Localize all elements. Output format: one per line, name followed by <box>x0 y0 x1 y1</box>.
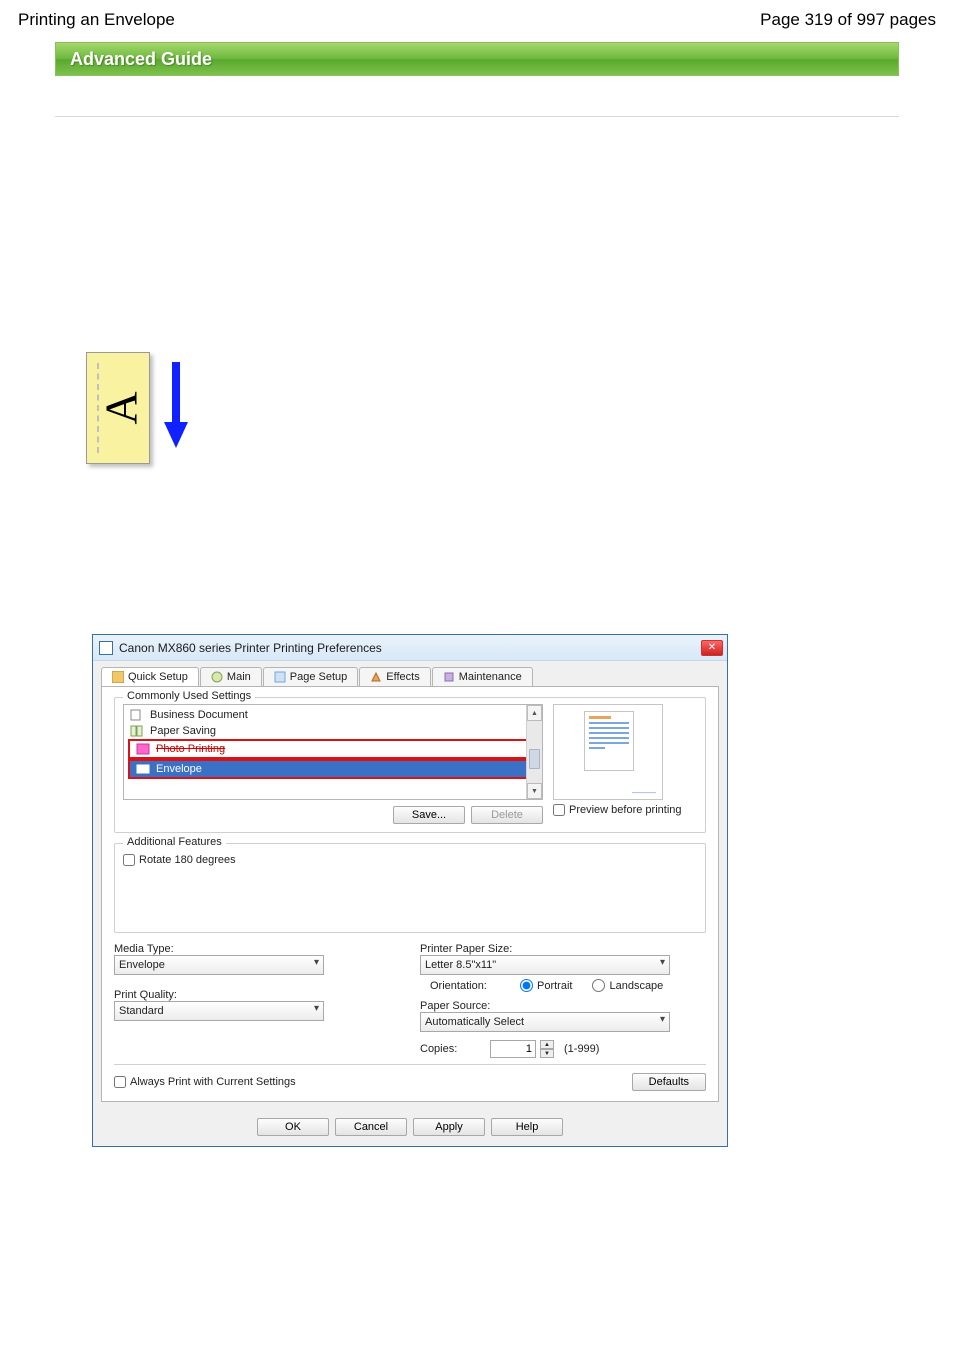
landscape-radio-label[interactable]: Landscape <box>592 979 663 992</box>
page-number: Page 319 of 997 pages <box>760 10 936 30</box>
print-quality-label: Print Quality: <box>114 989 400 1001</box>
list-item-business[interactable]: Business Document <box>124 707 542 723</box>
divider <box>55 116 899 117</box>
apply-button[interactable]: Apply <box>413 1118 485 1136</box>
always-print-checkbox[interactable] <box>114 1076 126 1088</box>
advanced-guide-banner: Advanced Guide <box>55 42 899 76</box>
ok-button[interactable]: OK <box>257 1118 329 1136</box>
envelope-list-icon <box>136 763 150 775</box>
scroll-down-button[interactable]: ▼ <box>527 783 542 799</box>
settings-listbox[interactable]: Business Document Paper Saving Photo Pri… <box>123 704 543 800</box>
cancel-button[interactable]: Cancel <box>335 1118 407 1136</box>
help-button[interactable]: Help <box>491 1118 563 1136</box>
copies-label: Copies: <box>420 1043 480 1055</box>
delete-button[interactable]: Delete <box>471 806 543 824</box>
paper-size-label: Printer Paper Size: <box>420 943 706 955</box>
scroll-up-button[interactable]: ▲ <box>527 705 542 721</box>
printer-icon <box>99 641 113 655</box>
dialog-body: Commonly Used Settings Business Document <box>101 686 719 1102</box>
rotate-180-checkbox[interactable] <box>123 854 135 866</box>
paper-source-select[interactable]: Automatically Select <box>420 1012 670 1032</box>
defaults-button[interactable]: Defaults <box>632 1073 706 1091</box>
tab-effects[interactable]: Effects <box>359 667 430 686</box>
paper-source-label: Paper Source: <box>420 1000 706 1012</box>
orientation-label: Orientation: <box>430 980 500 992</box>
portrait-radio[interactable] <box>520 979 533 992</box>
page-setup-icon <box>274 671 286 683</box>
tab-maintenance[interactable]: Maintenance <box>432 667 533 686</box>
commonly-used-legend: Commonly Used Settings <box>123 690 255 702</box>
landscape-radio[interactable] <box>592 979 605 992</box>
paper-size-select[interactable]: Letter 8.5"x11" <box>420 955 670 975</box>
list-item-paper-saving[interactable]: Paper Saving <box>124 723 542 739</box>
preview-before-printing-checkbox[interactable] <box>553 804 565 816</box>
dialog-action-row: OK Cancel Apply Help <box>93 1110 727 1146</box>
print-quality-select[interactable]: Standard <box>114 1001 324 1021</box>
list-item-envelope[interactable]: Envelope <box>128 759 538 779</box>
rotate-180-label: Rotate 180 degrees <box>139 854 236 866</box>
copies-spin-up[interactable]: ▲ <box>540 1040 554 1049</box>
always-print-label: Always Print with Current Settings <box>130 1076 296 1088</box>
titlebar: Canon MX860 series Printer Printing Pref… <box>93 635 727 661</box>
photo-icon <box>136 743 150 755</box>
paper-saving-icon <box>130 725 144 737</box>
tab-page-setup[interactable]: Page Setup <box>263 667 359 686</box>
portrait-radio-label[interactable]: Portrait <box>520 979 572 992</box>
maintenance-icon <box>443 671 455 683</box>
listbox-scrollbar[interactable]: ▲ ▼ <box>526 705 542 799</box>
envelope-letter-a: A <box>95 391 148 424</box>
feed-direction-arrow-icon <box>164 362 188 454</box>
page-title: Printing an Envelope <box>18 10 175 30</box>
tab-row: Quick Setup Main Page Setup Effects Main… <box>93 661 727 686</box>
preview-page-icon <box>584 711 634 771</box>
effects-icon <box>370 671 382 683</box>
commonly-used-settings-group: Commonly Used Settings Business Document <box>114 697 706 833</box>
preview-before-printing-label: Preview before printing <box>569 804 682 816</box>
settings-preview: ——— <box>553 704 663 800</box>
save-button[interactable]: Save... <box>393 806 465 824</box>
quick-setup-icon <box>112 671 124 683</box>
main-icon <box>211 671 223 683</box>
tab-main[interactable]: Main <box>200 667 262 686</box>
document-icon <box>130 709 144 721</box>
dialog-title: Canon MX860 series Printer Printing Pref… <box>119 641 699 655</box>
form-grid: Media Type: Envelope Print Quality: Stan… <box>114 943 706 1058</box>
printing-preferences-dialog: Canon MX860 series Printer Printing Pref… <box>92 634 728 1147</box>
envelope-icon: A <box>86 352 150 464</box>
banner-text: Advanced Guide <box>70 49 212 70</box>
close-icon: ✕ <box>708 642 716 653</box>
additional-features-legend: Additional Features <box>123 836 226 848</box>
list-item-photo-printing[interactable]: Photo Printing <box>128 739 538 759</box>
tab-quick-setup[interactable]: Quick Setup <box>101 667 199 686</box>
copies-range: (1-999) <box>564 1043 599 1055</box>
media-type-select[interactable]: Envelope <box>114 955 324 975</box>
page-header: Printing an Envelope Page 319 of 997 pag… <box>0 0 954 38</box>
copies-spin-down[interactable]: ▼ <box>540 1049 554 1058</box>
additional-features-group: Additional Features Rotate 180 degrees <box>114 843 706 933</box>
envelope-orientation-figure: A <box>86 352 954 464</box>
copies-input[interactable] <box>490 1040 536 1058</box>
media-type-label: Media Type: <box>114 943 400 955</box>
preview-caption: ——— <box>632 788 656 797</box>
scroll-thumb[interactable] <box>529 749 540 769</box>
close-button[interactable]: ✕ <box>701 640 723 656</box>
